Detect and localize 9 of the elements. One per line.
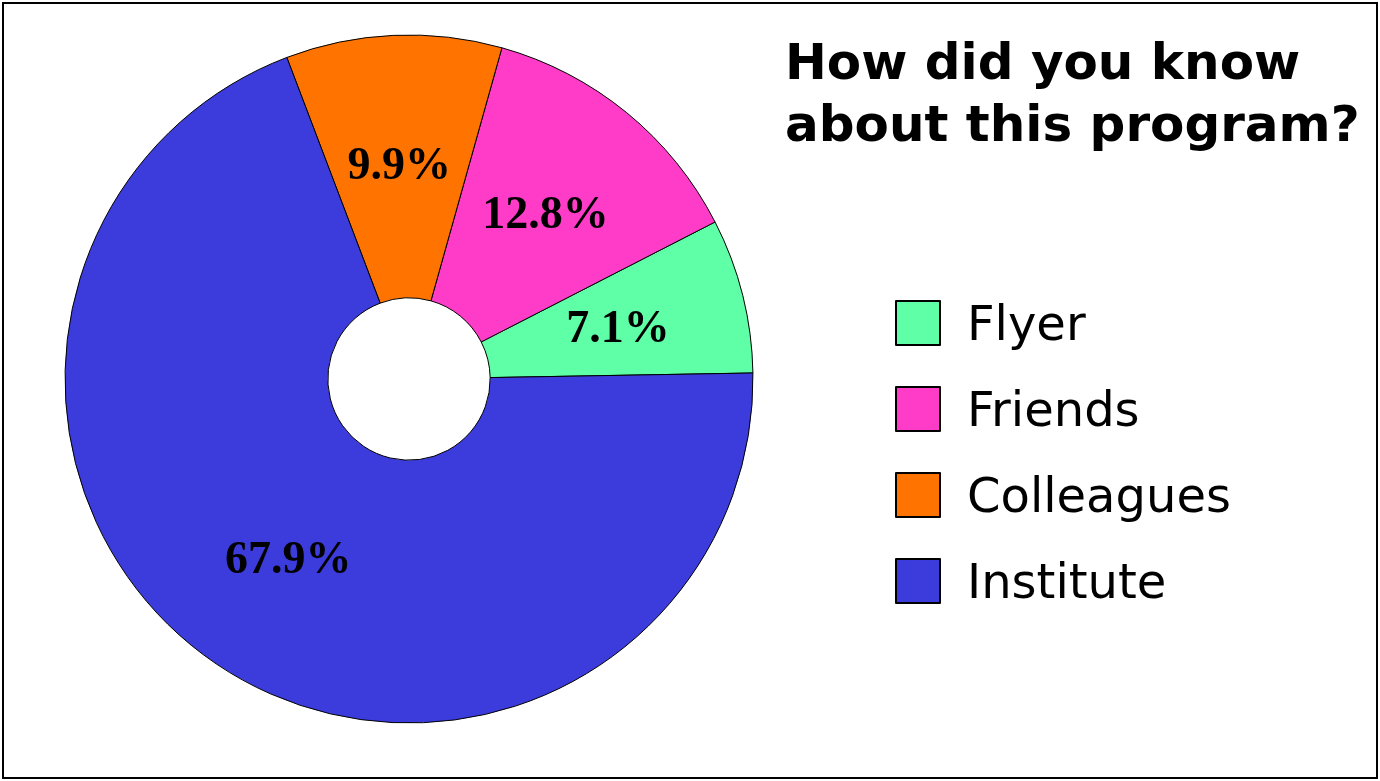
legend-label: Institute — [967, 553, 1167, 609]
data-label: 67.9% — [224, 532, 352, 584]
legend-label: Colleagues — [967, 467, 1231, 523]
data-label: 9.9% — [347, 138, 452, 190]
data-label: 7.1% — [566, 301, 670, 353]
legend-label: Friends — [967, 381, 1140, 437]
legend-label: Flyer — [967, 295, 1086, 351]
text: How did you know about this program? — [785, 33, 1360, 153]
data-label: 12.8% — [482, 186, 609, 238]
